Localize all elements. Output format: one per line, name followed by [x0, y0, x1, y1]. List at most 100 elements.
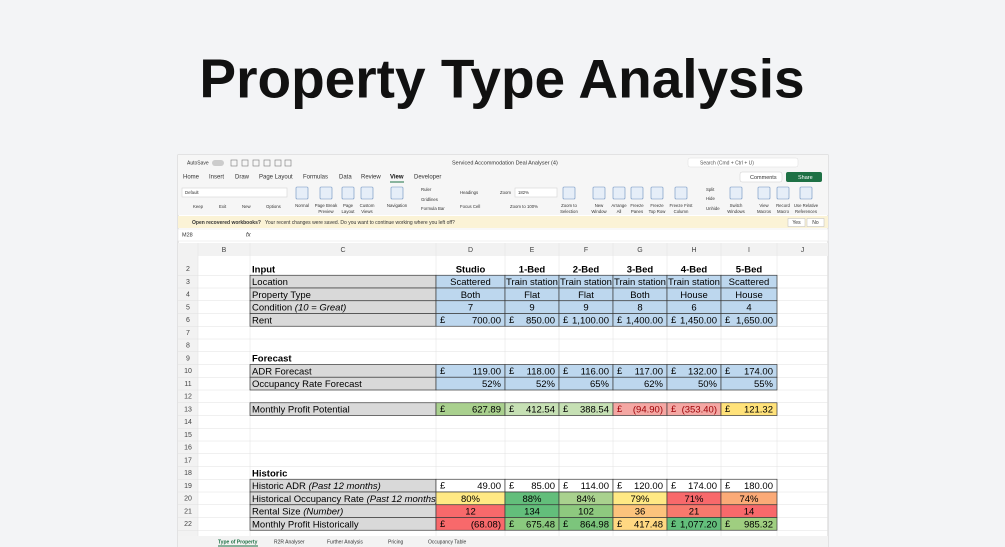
ribbon-tab[interactable]: Page Layout [259, 175, 293, 181]
ribbon-tab[interactable]: Home [183, 175, 200, 181]
ribbon-label[interactable]: View [759, 203, 769, 208]
ribbon-icon[interactable] [729, 186, 743, 200]
ribbon-icon[interactable] [592, 186, 606, 200]
sheet-tab[interactable]: Type of Property [218, 539, 258, 545]
ribbon-label[interactable]: Freeze [630, 203, 644, 208]
ribbon-tab[interactable]: View [390, 175, 404, 181]
share-label[interactable]: Share [798, 175, 813, 181]
comments-label[interactable]: Comments [750, 175, 777, 181]
ribbon-label[interactable]: Default [185, 190, 199, 195]
toolbar-icon[interactable] [274, 159, 282, 167]
ribbon-label[interactable]: Layout [342, 209, 356, 214]
ribbon-label[interactable]: Panes [631, 209, 643, 214]
cell-fill [249, 313, 437, 327]
ribbon-label[interactable]: Exit [219, 204, 227, 209]
sheet-tab[interactable]: Occupancy Table [428, 539, 466, 545]
toolbar-icon[interactable] [263, 159, 271, 167]
ribbon-label[interactable]: Macros [757, 209, 771, 214]
ribbon-icon[interactable] [390, 186, 404, 200]
ribbon-label[interactable]: Focus Cell [460, 204, 480, 209]
ribbon-label[interactable]: Preview [318, 209, 334, 214]
ribbon-label[interactable]: Window [591, 209, 607, 214]
ribbon-label[interactable]: Normal [295, 203, 309, 208]
toolbar-icon[interactable] [252, 159, 260, 167]
ribbon-label[interactable]: Windows [727, 209, 744, 214]
ribbon-label[interactable]: Arrange [611, 203, 627, 208]
no-label[interactable]: No [812, 220, 819, 226]
ribbon-label[interactable]: Column [674, 209, 689, 214]
ribbon-label[interactable]: Macro [777, 209, 790, 214]
ribbon-icon[interactable] [562, 186, 576, 200]
no-button[interactable] [806, 218, 825, 227]
ribbon-label[interactable]: Keep [193, 204, 204, 209]
ribbon-label[interactable]: Custom [360, 203, 375, 208]
cell-value: 132.00 [688, 366, 717, 377]
ribbon-label[interactable]: References [795, 209, 817, 214]
ribbon-label[interactable]: Options [266, 204, 281, 209]
ribbon-label[interactable]: New [242, 204, 251, 209]
ribbon-label[interactable]: Page Break [315, 203, 338, 208]
autosave-toggle[interactable] [212, 160, 224, 166]
ribbon-label[interactable]: Page [343, 203, 354, 208]
cell-text: 388.54 [580, 404, 609, 415]
ribbon-label[interactable]: Use Relative [794, 203, 819, 208]
ribbon-icon[interactable] [612, 186, 626, 200]
ribbon-label[interactable]: Zoom to [561, 203, 577, 208]
sheet-tab[interactable]: Further Analysis [327, 539, 363, 545]
ribbon-tab[interactable]: Developer [414, 175, 441, 181]
ribbon-label[interactable]: Navigation [387, 203, 408, 208]
search-placeholder[interactable]: Search (Cmd + Ctrl + U) [700, 160, 754, 166]
ribbon-label[interactable]: Selection [560, 209, 578, 214]
ribbon-tab[interactable]: Draw [235, 175, 250, 181]
ribbon-tab[interactable]: Formulas [303, 175, 328, 181]
style-dropdown[interactable] [181, 187, 288, 198]
ribbon-label[interactable]: Split [706, 187, 715, 192]
ribbon-label[interactable]: Ruler [421, 187, 432, 192]
yes-button[interactable] [787, 218, 806, 227]
sheet-tab[interactable]: R2R Analyser [274, 539, 305, 545]
ribbon-icon[interactable] [341, 186, 355, 200]
ribbon-tab[interactable]: Review [361, 175, 381, 181]
ribbon-icon[interactable] [776, 186, 790, 200]
ribbon-label[interactable]: New [595, 203, 604, 208]
toolbar-icon[interactable] [284, 159, 292, 167]
cell-value: Scattered [729, 277, 770, 288]
ribbon-label[interactable]: All [617, 209, 622, 214]
sheet-tab[interactable]: Pricing [388, 539, 404, 545]
ribbon-icon[interactable] [295, 186, 309, 200]
ribbon-tab[interactable]: Data [339, 175, 352, 181]
zoom-dropdown[interactable] [514, 187, 558, 198]
ribbon-label[interactable]: Record [776, 203, 790, 208]
cell-text: Monthly Profit Historically [252, 519, 359, 530]
search-box[interactable] [687, 157, 799, 168]
ribbon-label[interactable]: Freeze First [670, 203, 694, 208]
cell-text: Flat [578, 289, 594, 300]
formula-bar [177, 228, 829, 242]
share-button[interactable] [786, 172, 822, 182]
ribbon-icon[interactable] [757, 186, 771, 200]
ribbon-icon[interactable] [360, 186, 374, 200]
ribbon-label[interactable]: 182% [518, 190, 529, 195]
ribbon-icon[interactable] [630, 186, 644, 200]
ribbon-label[interactable]: Freeze [650, 203, 664, 208]
ribbon-icon[interactable] [674, 186, 688, 200]
ribbon-label[interactable]: Headings [460, 190, 478, 195]
ribbon-label[interactable]: Hide [706, 196, 715, 201]
ribbon-label[interactable]: Top Row [649, 209, 667, 214]
ribbon-label[interactable]: Views [361, 209, 372, 214]
ribbon-icon[interactable] [319, 186, 333, 200]
ribbon-icon[interactable] [799, 186, 813, 200]
ribbon-icon[interactable] [650, 186, 664, 200]
ribbon-label[interactable]: Unhide [706, 206, 720, 211]
ribbon-label[interactable]: Zoom to 100% [510, 204, 538, 209]
toolbar-icon[interactable] [230, 159, 238, 167]
toolbar-icon[interactable] [241, 159, 249, 167]
ribbon-label[interactable]: Gridlines [421, 197, 438, 202]
ribbon-label[interactable]: Zoom [500, 190, 511, 195]
ribbon-label[interactable]: Switch [730, 203, 743, 208]
name-box[interactable]: M28 [182, 232, 193, 238]
yes-label[interactable]: Yes [792, 220, 801, 226]
ribbon-label[interactable]: Formula Bar [421, 206, 445, 211]
ribbon-tab[interactable]: Insert [209, 175, 224, 181]
comments-button[interactable] [739, 171, 783, 183]
